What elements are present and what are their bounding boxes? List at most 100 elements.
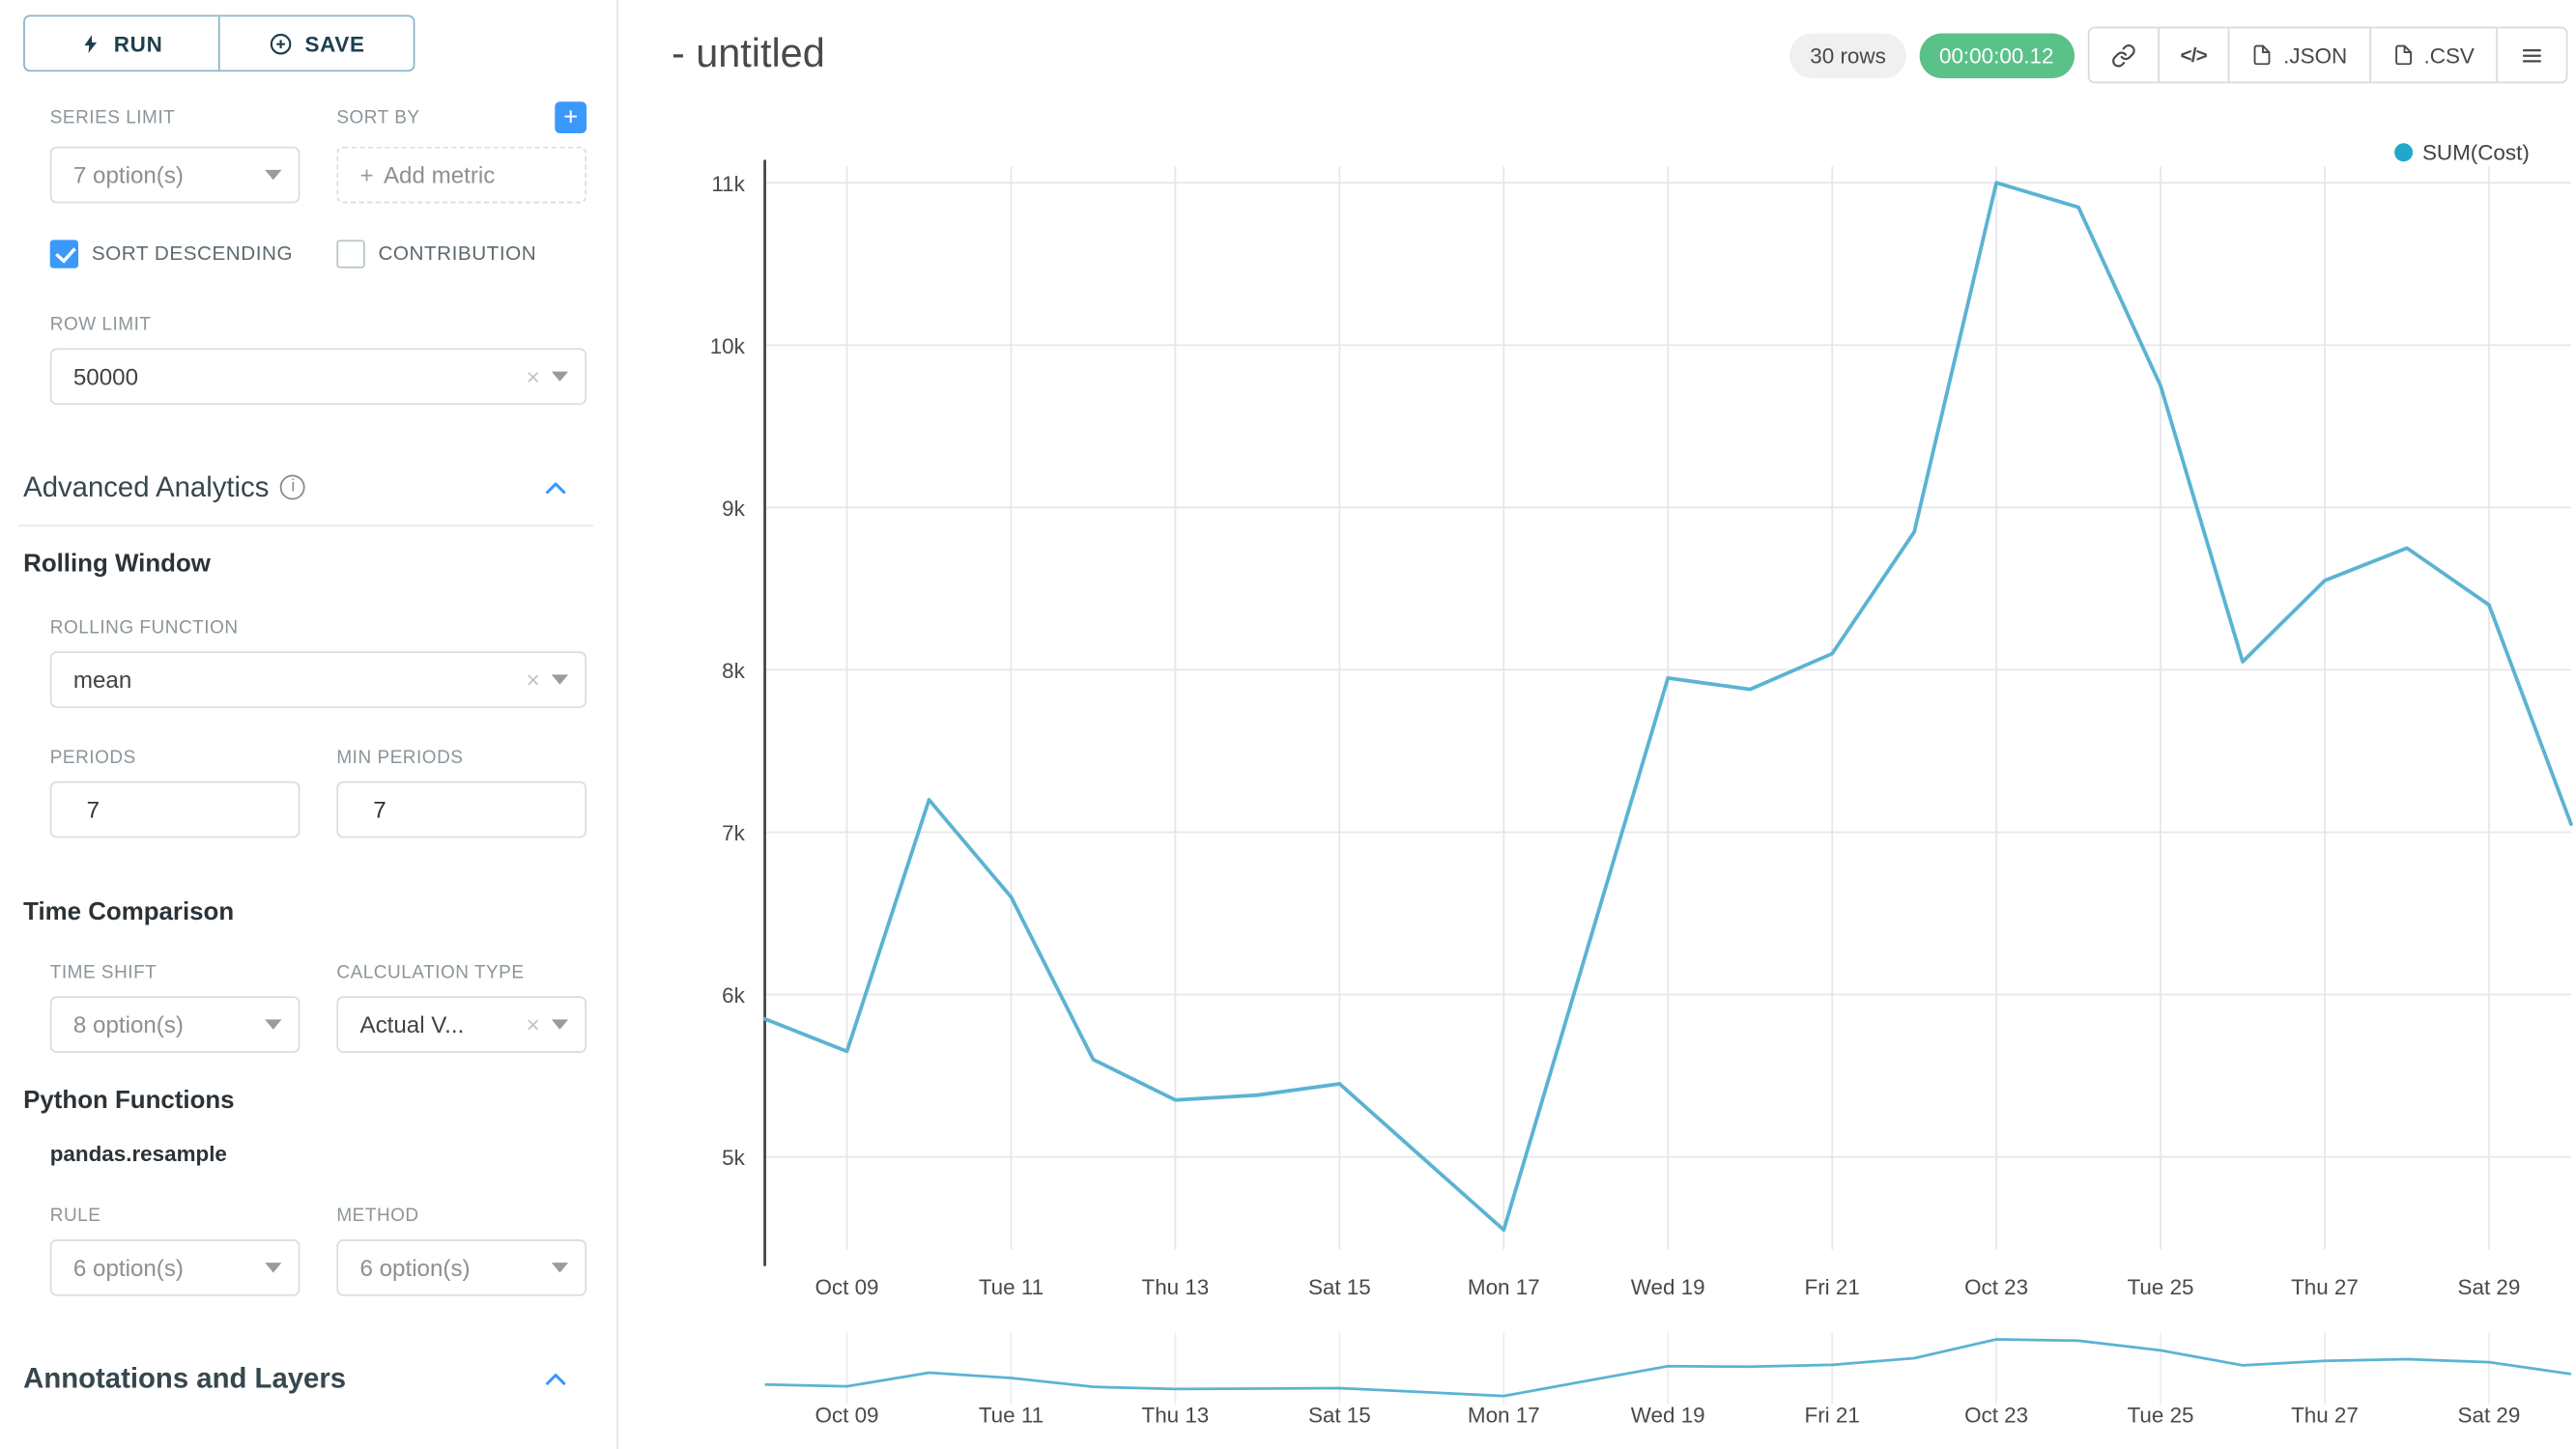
clear-icon[interactable]: × xyxy=(526,362,540,389)
rule-label: RULE xyxy=(49,1205,101,1226)
chart-panel: - untitled 30 rows 00:00:00.12 </> xyxy=(617,0,2576,1449)
sort-by-placeholder: Add metric xyxy=(383,161,496,188)
row-limit-value: 50000 xyxy=(72,362,139,389)
contribution-checkbox[interactable]: CONTRIBUTION xyxy=(336,239,587,270)
calculation-type-label: CALCULATION TYPE xyxy=(336,962,525,982)
save-label: SAVE xyxy=(304,30,365,56)
add-sort-metric-button[interactable]: + xyxy=(555,101,587,133)
series-limit-label: SERIES LIMIT xyxy=(49,107,176,128)
x-axis-tick-label: Wed 19 xyxy=(1631,1275,1705,1299)
checkbox-icon xyxy=(49,240,79,269)
y-axis-tick-label: 7k xyxy=(722,821,745,845)
chart-title[interactable]: - untitled xyxy=(671,31,825,77)
x-axis-tick-label: Sat 15 xyxy=(1308,1275,1371,1299)
calculation-type-select[interactable]: Actual V... × xyxy=(336,995,587,1053)
chevron-down-icon xyxy=(265,1018,282,1030)
run-button[interactable]: RUN xyxy=(24,16,218,71)
copy-link-button[interactable] xyxy=(2088,28,2158,82)
rolling-window-title: Rolling Window xyxy=(23,549,211,578)
info-icon[interactable]: i xyxy=(280,474,306,500)
rolling-function-value: mean xyxy=(72,666,132,693)
x-axis-tick-label: Fri 21 xyxy=(1805,1275,1860,1299)
row-limit-select[interactable]: 50000 × xyxy=(49,347,587,405)
x-axis-tick-label: Thu 13 xyxy=(1142,1275,1210,1299)
rolling-function-label: ROLLING FUNCTION xyxy=(49,617,239,638)
y-axis-tick-label: 11k xyxy=(711,172,745,196)
timeseries-line-chart[interactable]: 5k 6k 7k 8k 9k 10k 11k Oct 09 Tue 11 Thu 13 Sat 15… xyxy=(618,99,2575,1449)
time-shift-value: 8 option(s) xyxy=(72,1010,184,1037)
chevron-down-icon xyxy=(265,1262,282,1272)
sort-descending-label: SORT DESCENDING xyxy=(91,242,294,266)
y-axis-tick-label: 9k xyxy=(722,497,745,521)
x-axis-tick-label: Oct 09 xyxy=(816,1275,879,1299)
row-count-badge: 30 rows xyxy=(1789,32,1906,78)
y-axis-tick-label: 5k xyxy=(722,1146,745,1170)
chart-header: - untitled 30 rows 00:00:00.12 </> xyxy=(618,0,2576,90)
annotations-layers-title: Annotations and Layers xyxy=(23,1361,347,1394)
advanced-analytics-header[interactable]: Advanced Analytics i xyxy=(23,470,593,503)
menu-button[interactable] xyxy=(2496,28,2566,82)
chevron-up-icon[interactable] xyxy=(545,1372,566,1385)
section-divider xyxy=(17,524,593,526)
pandas-resample-label: pandas.resample xyxy=(49,1140,227,1166)
mini-x-axis-tick-label: Mon 17 xyxy=(1468,1404,1540,1428)
x-axis-tick-label: Thu 27 xyxy=(2291,1275,2359,1299)
min-periods-input[interactable] xyxy=(336,781,587,838)
rolling-function-select[interactable]: mean × xyxy=(49,650,587,708)
chevron-down-icon xyxy=(265,169,282,181)
python-functions-title: Python Functions xyxy=(23,1085,235,1114)
data-controls-panel: RUN SAVE SERIES LIMIT SORT BY + 7 option… xyxy=(0,0,618,1449)
rule-value: 6 option(s) xyxy=(72,1253,184,1281)
time-shift-select[interactable]: 8 option(s) xyxy=(49,995,301,1053)
method-select[interactable]: 6 option(s) xyxy=(336,1238,587,1295)
mini-x-axis-tick-label: Thu 13 xyxy=(1142,1404,1210,1428)
run-label: RUN xyxy=(113,30,163,56)
sort-descending-checkbox[interactable]: SORT DESCENDING xyxy=(49,239,301,270)
sort-by-select[interactable]: + Add metric xyxy=(336,146,587,204)
time-comparison-title: Time Comparison xyxy=(23,896,235,926)
series-line[interactable] xyxy=(762,181,2573,1233)
mini-series-line[interactable] xyxy=(764,1338,2572,1398)
y-axis-tick-label: 6k xyxy=(722,983,745,1008)
save-button[interactable]: SAVE xyxy=(217,16,414,71)
query-timer-badge: 00:00:00.12 xyxy=(1919,32,2075,78)
mini-x-axis-tick-label: Tue 25 xyxy=(2128,1404,2194,1428)
legend-label: SUM(Cost) xyxy=(2421,139,2530,165)
mini-x-axis-tick-label: Fri 21 xyxy=(1805,1404,1860,1428)
mini-x-axis-tick-label: Oct 23 xyxy=(1964,1404,2028,1428)
chevron-down-icon xyxy=(551,1018,569,1030)
export-toolbar: </> .JSON .CSV xyxy=(2086,26,2568,84)
periods-input[interactable] xyxy=(49,781,301,838)
export-json-button[interactable]: .JSON xyxy=(2228,28,2369,82)
code-icon: </> xyxy=(2180,43,2208,67)
export-json-label: .JSON xyxy=(2283,42,2348,68)
chevron-up-icon[interactable] xyxy=(545,481,566,495)
checkbox-icon xyxy=(336,240,365,269)
method-label: METHOD xyxy=(336,1205,419,1226)
rule-select[interactable]: 6 option(s) xyxy=(49,1238,301,1295)
clear-icon[interactable]: × xyxy=(526,1010,540,1037)
series-limit-select[interactable]: 7 option(s) xyxy=(49,146,301,204)
plus-icon: + xyxy=(359,161,374,188)
embed-code-button[interactable]: </> xyxy=(2157,28,2229,82)
link-icon xyxy=(2111,43,2134,67)
csv-file-icon xyxy=(2394,44,2412,66)
chevron-down-icon xyxy=(551,370,569,382)
calculation-type-value: Actual V... xyxy=(359,1010,465,1037)
json-file-icon xyxy=(2254,44,2272,66)
header-actions: 30 rows 00:00:00.12 </> xyxy=(1789,26,2568,84)
x-axis-tick-label: Mon 17 xyxy=(1468,1275,1540,1299)
export-csv-button[interactable]: .CSV xyxy=(2368,28,2497,82)
legend-item-sum-cost[interactable]: SUM(Cost) xyxy=(2393,139,2530,165)
annotations-layers-header[interactable]: Annotations and Layers xyxy=(23,1362,593,1395)
run-save-button-group: RUN SAVE xyxy=(23,14,415,72)
method-value: 6 option(s) xyxy=(359,1253,471,1281)
y-axis-tick-label: 10k xyxy=(710,334,746,358)
chevron-down-icon xyxy=(551,673,569,685)
row-limit-label: ROW LIMIT xyxy=(49,314,152,334)
series-limit-value: 7 option(s) xyxy=(72,161,184,188)
export-csv-label: .CSV xyxy=(2423,42,2475,68)
mini-x-axis-tick-label: Sat 29 xyxy=(2458,1404,2521,1428)
clear-icon[interactable]: × xyxy=(526,666,540,693)
